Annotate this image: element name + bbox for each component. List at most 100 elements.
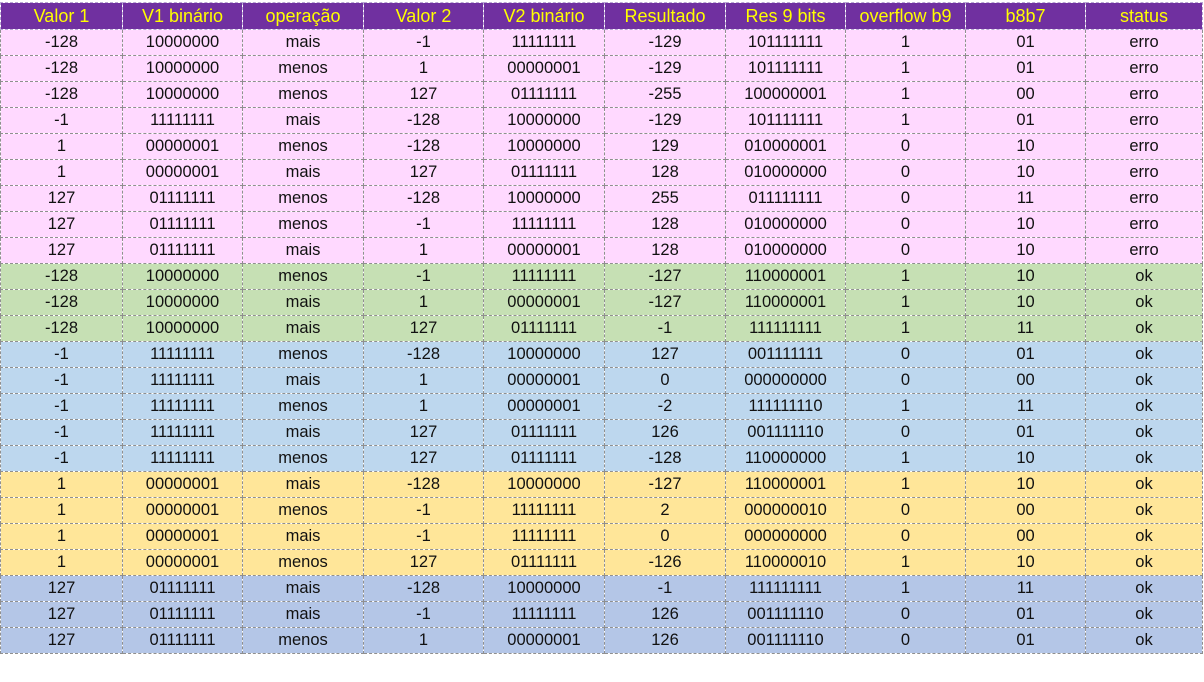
valor-2-cell[interactable]: 1 bbox=[363, 237, 484, 264]
b8b7-cell[interactable]: 01 bbox=[965, 29, 1086, 56]
operacao-cell[interactable]: menos bbox=[242, 185, 364, 212]
v1-binario-cell[interactable]: 10000000 bbox=[122, 81, 243, 108]
overflow-b9-cell[interactable]: 1 bbox=[845, 549, 966, 576]
v1-binario-cell[interactable]: 00000001 bbox=[122, 471, 243, 498]
res-9-bits-cell[interactable]: 110000001 bbox=[725, 289, 846, 316]
valor-2-cell[interactable]: -128 bbox=[363, 341, 484, 368]
v1-binario-cell[interactable]: 11111111 bbox=[122, 107, 243, 134]
v1-binario-cell[interactable]: 10000000 bbox=[122, 263, 243, 290]
v1-binario-cell[interactable]: 10000000 bbox=[122, 55, 243, 82]
b8b7-cell[interactable]: 00 bbox=[965, 81, 1086, 108]
valor-1-cell[interactable]: 127 bbox=[0, 237, 123, 264]
status-cell[interactable]: erro bbox=[1085, 81, 1203, 108]
v1-binario-cell[interactable]: 00000001 bbox=[122, 159, 243, 186]
column-header-v2-binario[interactable]: V2 binário bbox=[483, 2, 605, 30]
operacao-cell[interactable]: menos bbox=[242, 211, 364, 238]
column-header-valor-1[interactable]: Valor 1 bbox=[0, 2, 123, 30]
resultado-cell[interactable]: 0 bbox=[604, 367, 726, 394]
status-cell[interactable]: ok bbox=[1085, 263, 1203, 290]
res-9-bits-cell[interactable]: 101111111 bbox=[725, 55, 846, 82]
overflow-b9-cell[interactable]: 1 bbox=[845, 575, 966, 602]
status-cell[interactable]: erro bbox=[1085, 107, 1203, 134]
v1-binario-cell[interactable]: 10000000 bbox=[122, 289, 243, 316]
valor-1-cell[interactable]: -1 bbox=[0, 393, 123, 420]
status-cell[interactable]: ok bbox=[1085, 367, 1203, 394]
res-9-bits-cell[interactable]: 111111111 bbox=[725, 575, 846, 602]
resultado-cell[interactable]: 128 bbox=[604, 159, 726, 186]
b8b7-cell[interactable]: 00 bbox=[965, 497, 1086, 524]
b8b7-cell[interactable]: 01 bbox=[965, 601, 1086, 628]
v2-binario-cell[interactable]: 11111111 bbox=[483, 263, 605, 290]
b8b7-cell[interactable]: 10 bbox=[965, 263, 1086, 290]
v1-binario-cell[interactable]: 01111111 bbox=[122, 601, 243, 628]
operacao-cell[interactable]: menos bbox=[242, 549, 364, 576]
v1-binario-cell[interactable]: 10000000 bbox=[122, 29, 243, 56]
b8b7-cell[interactable]: 11 bbox=[965, 185, 1086, 212]
b8b7-cell[interactable]: 01 bbox=[965, 107, 1086, 134]
valor-2-cell[interactable]: -128 bbox=[363, 107, 484, 134]
v2-binario-cell[interactable]: 11111111 bbox=[483, 211, 605, 238]
operacao-cell[interactable]: mais bbox=[242, 523, 364, 550]
v2-binario-cell[interactable]: 10000000 bbox=[483, 107, 605, 134]
valor-2-cell[interactable]: -1 bbox=[363, 497, 484, 524]
b8b7-cell[interactable]: 11 bbox=[965, 315, 1086, 342]
valor-1-cell[interactable]: -128 bbox=[0, 81, 123, 108]
operacao-cell[interactable]: mais bbox=[242, 237, 364, 264]
res-9-bits-cell[interactable]: 100000001 bbox=[725, 81, 846, 108]
valor-2-cell[interactable]: -128 bbox=[363, 471, 484, 498]
valor-1-cell[interactable]: 1 bbox=[0, 523, 123, 550]
v2-binario-cell[interactable]: 11111111 bbox=[483, 29, 605, 56]
overflow-b9-cell[interactable]: 1 bbox=[845, 289, 966, 316]
v2-binario-cell[interactable]: 11111111 bbox=[483, 601, 605, 628]
res-9-bits-cell[interactable]: 010000000 bbox=[725, 159, 846, 186]
v2-binario-cell[interactable]: 00000001 bbox=[483, 627, 605, 654]
overflow-b9-cell[interactable]: 0 bbox=[845, 601, 966, 628]
v2-binario-cell[interactable]: 11111111 bbox=[483, 523, 605, 550]
v2-binario-cell[interactable]: 01111111 bbox=[483, 81, 605, 108]
column-header-overflow-b9[interactable]: overflow b9 bbox=[845, 2, 966, 30]
resultado-cell[interactable]: 126 bbox=[604, 601, 726, 628]
v2-binario-cell[interactable]: 01111111 bbox=[483, 445, 605, 472]
status-cell[interactable]: ok bbox=[1085, 471, 1203, 498]
resultado-cell[interactable]: -129 bbox=[604, 107, 726, 134]
valor-1-cell[interactable]: 1 bbox=[0, 133, 123, 160]
overflow-b9-cell[interactable]: 0 bbox=[845, 341, 966, 368]
b8b7-cell[interactable]: 10 bbox=[965, 289, 1086, 316]
valor-1-cell[interactable]: 127 bbox=[0, 185, 123, 212]
resultado-cell[interactable]: -1 bbox=[604, 315, 726, 342]
resultado-cell[interactable]: -127 bbox=[604, 263, 726, 290]
valor-2-cell[interactable]: -1 bbox=[363, 523, 484, 550]
status-cell[interactable]: erro bbox=[1085, 237, 1203, 264]
b8b7-cell[interactable]: 10 bbox=[965, 549, 1086, 576]
v2-binario-cell[interactable]: 01111111 bbox=[483, 315, 605, 342]
valor-2-cell[interactable]: 127 bbox=[363, 159, 484, 186]
res-9-bits-cell[interactable]: 101111111 bbox=[725, 107, 846, 134]
overflow-b9-cell[interactable]: 1 bbox=[845, 393, 966, 420]
v2-binario-cell[interactable]: 01111111 bbox=[483, 419, 605, 446]
v1-binario-cell[interactable]: 11111111 bbox=[122, 367, 243, 394]
v1-binario-cell[interactable]: 00000001 bbox=[122, 133, 243, 160]
status-cell[interactable]: erro bbox=[1085, 55, 1203, 82]
b8b7-cell[interactable]: 01 bbox=[965, 627, 1086, 654]
valor-1-cell[interactable]: -1 bbox=[0, 445, 123, 472]
v1-binario-cell[interactable]: 11111111 bbox=[122, 445, 243, 472]
v2-binario-cell[interactable]: 10000000 bbox=[483, 341, 605, 368]
valor-2-cell[interactable]: 1 bbox=[363, 55, 484, 82]
column-header-valor-2[interactable]: Valor 2 bbox=[363, 2, 484, 30]
resultado-cell[interactable]: 0 bbox=[604, 523, 726, 550]
v2-binario-cell[interactable]: 00000001 bbox=[483, 237, 605, 264]
valor-1-cell[interactable]: 127 bbox=[0, 601, 123, 628]
resultado-cell[interactable]: 126 bbox=[604, 627, 726, 654]
b8b7-cell[interactable]: 10 bbox=[965, 237, 1086, 264]
v1-binario-cell[interactable]: 01111111 bbox=[122, 185, 243, 212]
v1-binario-cell[interactable]: 01111111 bbox=[122, 575, 243, 602]
status-cell[interactable]: erro bbox=[1085, 29, 1203, 56]
v1-binario-cell[interactable]: 00000001 bbox=[122, 549, 243, 576]
v2-binario-cell[interactable]: 00000001 bbox=[483, 289, 605, 316]
operacao-cell[interactable]: menos bbox=[242, 445, 364, 472]
operacao-cell[interactable]: menos bbox=[242, 81, 364, 108]
valor-1-cell[interactable]: 1 bbox=[0, 497, 123, 524]
resultado-cell[interactable]: -255 bbox=[604, 81, 726, 108]
resultado-cell[interactable]: 129 bbox=[604, 133, 726, 160]
b8b7-cell[interactable]: 01 bbox=[965, 419, 1086, 446]
